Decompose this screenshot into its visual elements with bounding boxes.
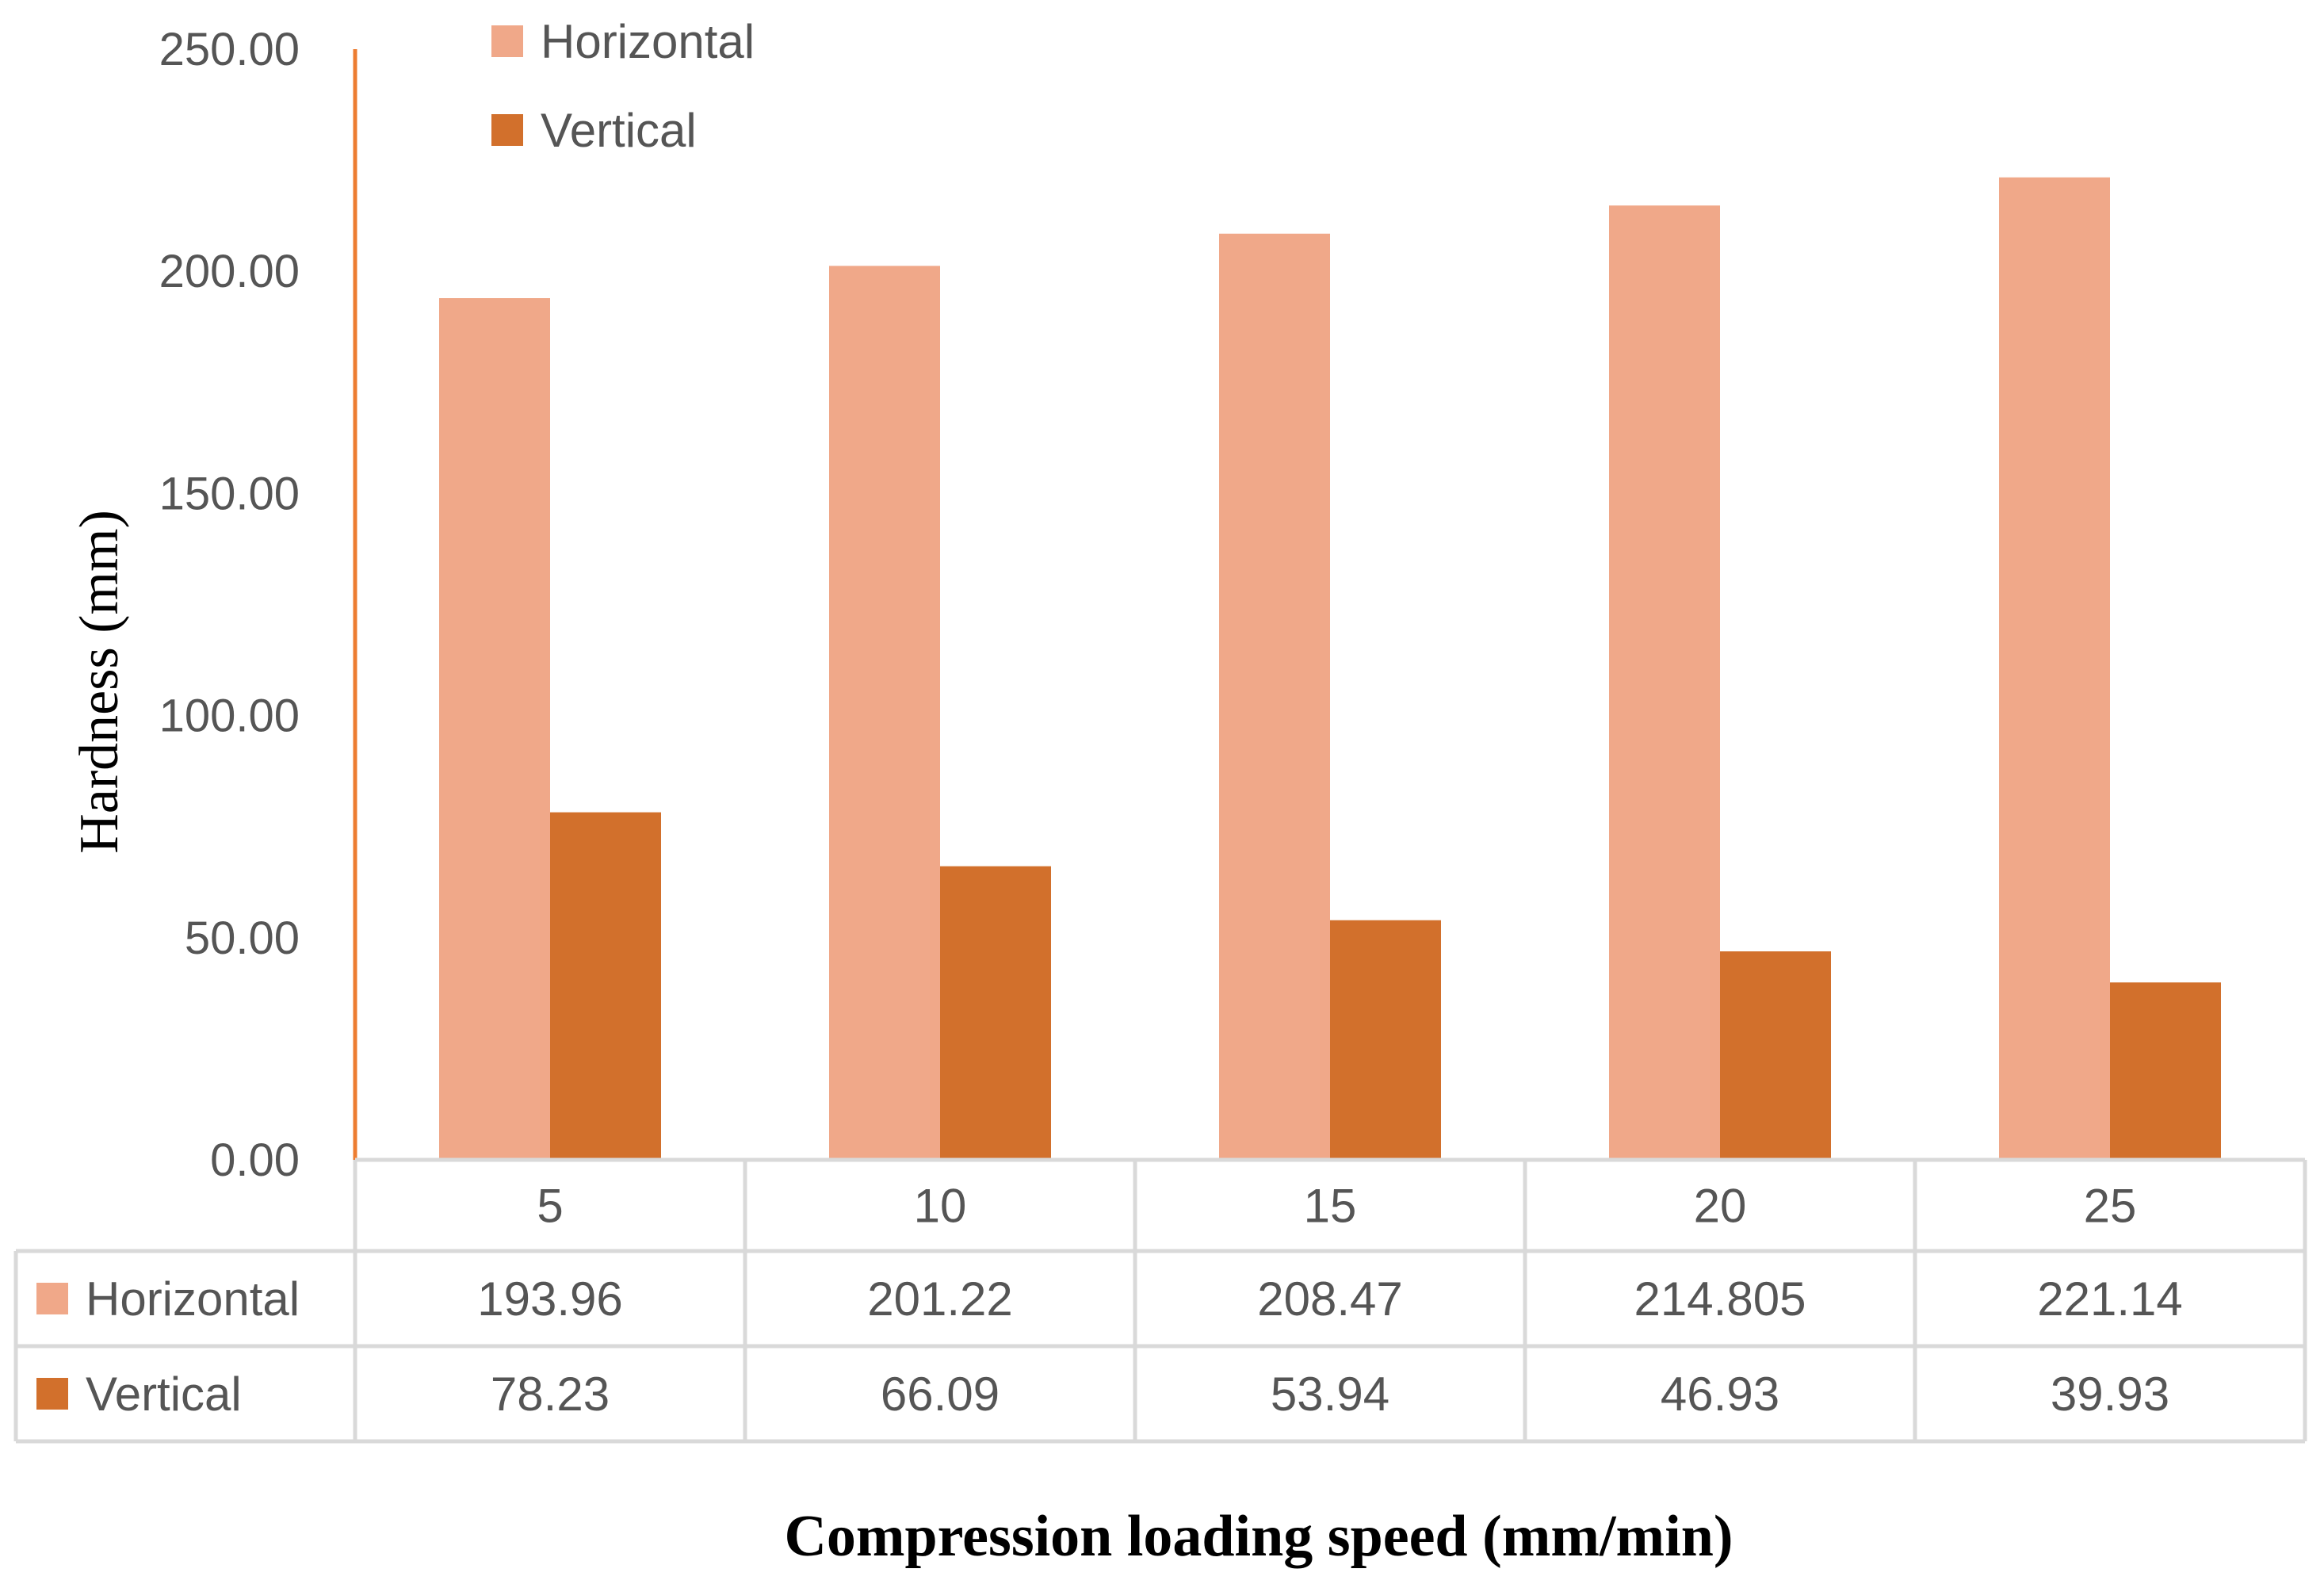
data-table: 5 10 15 20 25 Horizontal 193.96 201.22 208.47 214… xyxy=(13,1157,2307,1444)
table-value-cell: 39.93 xyxy=(2051,1368,2169,1421)
y-tick-label: 50.00 xyxy=(185,913,300,964)
x-tick-label: 5 xyxy=(537,1180,563,1233)
legend-label-horizontal: Horizontal xyxy=(541,15,755,68)
y-axis-ticks: 0.00 50.00 100.00 150.00 200.00 250.00 xyxy=(159,24,300,1186)
table-value-cell: 221.14 xyxy=(2037,1272,2183,1326)
table-swatch-horizontal xyxy=(36,1283,68,1314)
table-value-cell: 78.23 xyxy=(491,1368,610,1421)
legend: Horizontal Vertical xyxy=(491,15,755,157)
bar-horizontal-10 xyxy=(829,266,940,1160)
y-tick-label: 100.00 xyxy=(159,691,300,742)
x-tick-label: 25 xyxy=(2084,1180,2137,1233)
x-tick-label: 15 xyxy=(1304,1180,1357,1233)
legend-swatch-vertical xyxy=(491,114,523,146)
bar-horizontal-5 xyxy=(439,298,550,1161)
bar-vertical-15 xyxy=(1330,920,1441,1160)
table-value-cell: 208.47 xyxy=(1257,1272,1403,1326)
bar-horizontal-15 xyxy=(1219,233,1330,1160)
bar-vertical-20 xyxy=(1720,951,1831,1160)
table-value-cell: 66.09 xyxy=(881,1368,1000,1421)
table-value-cell: 201.22 xyxy=(867,1272,1013,1326)
legend-label-vertical: Vertical xyxy=(541,104,697,157)
table-swatch-vertical xyxy=(36,1378,68,1410)
table-value-cell: 214.805 xyxy=(1634,1272,1806,1326)
y-tick-label: 0.00 xyxy=(210,1134,300,1186)
table-series-label: Vertical xyxy=(86,1368,242,1421)
table-value-cell: 193.96 xyxy=(477,1272,623,1326)
table-value-cell: 53.94 xyxy=(1271,1368,1389,1421)
legend-swatch-horizontal xyxy=(491,25,523,57)
x-tick-label: 20 xyxy=(1694,1180,1747,1233)
bar-vertical-25 xyxy=(2110,982,2221,1160)
y-tick-label: 150.00 xyxy=(159,468,300,519)
bars xyxy=(439,177,2221,1161)
y-tick-label: 200.00 xyxy=(159,246,300,297)
x-tick-label: 10 xyxy=(914,1180,967,1233)
bar-vertical-5 xyxy=(550,812,661,1160)
x-axis-title: Compression loading speed (mm/min) xyxy=(784,1504,1733,1569)
bar-vertical-10 xyxy=(940,866,1051,1160)
table-value-cell: 46.93 xyxy=(1661,1368,1779,1421)
bar-horizontal-25 xyxy=(1999,177,2110,1160)
table-series-label: Horizontal xyxy=(86,1272,300,1326)
y-tick-label: 250.00 xyxy=(159,24,300,75)
y-axis-title: Hardness (mm) xyxy=(69,510,130,854)
bar-horizontal-20 xyxy=(1609,205,1720,1160)
